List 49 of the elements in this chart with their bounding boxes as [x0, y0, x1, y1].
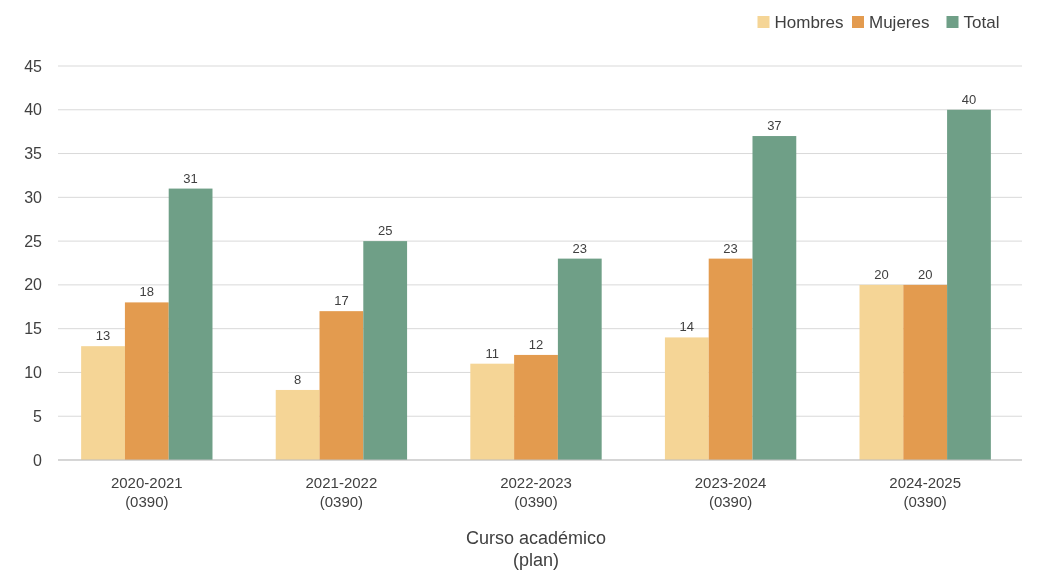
y-tick-label: 10	[24, 364, 43, 382]
bar	[752, 136, 797, 460]
bar	[859, 284, 904, 460]
data-label: 14	[679, 319, 695, 335]
data-label: 13	[95, 328, 111, 344]
y-tick-label: 20	[24, 276, 43, 294]
bar	[514, 354, 558, 460]
legend-label: Total	[963, 12, 1000, 32]
data-label: 20	[874, 266, 889, 282]
bar	[557, 258, 602, 460]
x-tick-label: 2020-2021 (0390)	[110, 474, 183, 510]
y-tick-label: 35	[24, 145, 43, 163]
x-tick-label: 2023-2024 (0390)	[694, 474, 767, 510]
bar	[664, 337, 709, 460]
x-axis-title: Curso académico (plan)	[465, 528, 607, 570]
y-tick-label: 5	[33, 407, 43, 425]
x-tick-label: 2021-2022 (0390)	[305, 474, 378, 510]
y-tick-label: 30	[24, 188, 43, 206]
bar	[275, 389, 320, 460]
data-label: 11	[485, 345, 499, 361]
data-label: 23	[723, 240, 738, 256]
bar	[947, 109, 991, 460]
data-label: 17	[334, 293, 349, 309]
x-tick-label: 2022-2023 (0390)	[500, 474, 572, 510]
x-tick-label: 2024-2025 (0390)	[889, 474, 962, 510]
y-tick-label: 25	[24, 232, 43, 250]
data-label: 31	[183, 170, 198, 186]
legend-label: Mujeres	[869, 12, 930, 32]
data-label: 12	[528, 336, 544, 352]
legend-label: Hombres	[774, 12, 844, 32]
data-label: 37	[767, 118, 782, 134]
y-tick-label: 40	[24, 101, 43, 119]
y-tick-label: 15	[24, 320, 43, 338]
bar	[81, 346, 125, 460]
data-label: 23	[572, 240, 588, 256]
bar	[363, 241, 408, 460]
bar	[124, 302, 169, 460]
bar	[168, 188, 213, 460]
data-label: 40	[961, 91, 977, 107]
bar	[470, 363, 515, 460]
bar	[319, 311, 364, 460]
y-tick-label: 45	[24, 57, 43, 75]
bar	[903, 284, 948, 460]
bar	[708, 258, 753, 460]
data-label: 18	[139, 284, 155, 300]
data-label: 20	[917, 266, 933, 282]
data-label: 25	[377, 223, 393, 239]
data-label: 8	[294, 371, 302, 387]
y-tick-label: 0	[33, 451, 43, 469]
